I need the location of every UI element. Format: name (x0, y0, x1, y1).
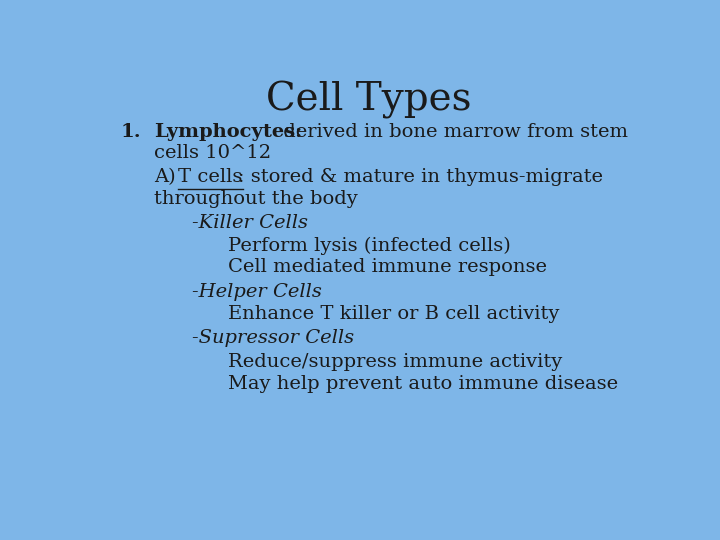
Text: May help prevent auto immune disease: May help prevent auto immune disease (228, 375, 618, 393)
Text: Reduce/suppress immune activity: Reduce/suppress immune activity (228, 353, 562, 370)
Text: Cell mediated immune response: Cell mediated immune response (228, 258, 547, 276)
Text: -Helper Cells: -Helper Cells (192, 282, 321, 301)
Text: -Killer Cells: -Killer Cells (192, 214, 307, 232)
Text: throughout the body: throughout the body (154, 190, 358, 207)
Text: derived in bone marrow from stem: derived in bone marrow from stem (277, 123, 628, 141)
Text: A): A) (154, 168, 182, 186)
Text: Cell Types: Cell Types (266, 82, 472, 119)
Text: 1.: 1. (121, 123, 141, 141)
Text: -Supressor Cells: -Supressor Cells (192, 329, 354, 347)
Text: Perform lysis (infected cells): Perform lysis (infected cells) (228, 237, 511, 255)
Text: : stored & mature in thymus-migrate: : stored & mature in thymus-migrate (238, 168, 603, 186)
Text: T cells: T cells (178, 168, 243, 186)
Text: Enhance T killer or B cell activity: Enhance T killer or B cell activity (228, 305, 559, 323)
Text: Lymphocytes:: Lymphocytes: (154, 123, 302, 141)
Text: cells 10^12: cells 10^12 (154, 144, 271, 162)
